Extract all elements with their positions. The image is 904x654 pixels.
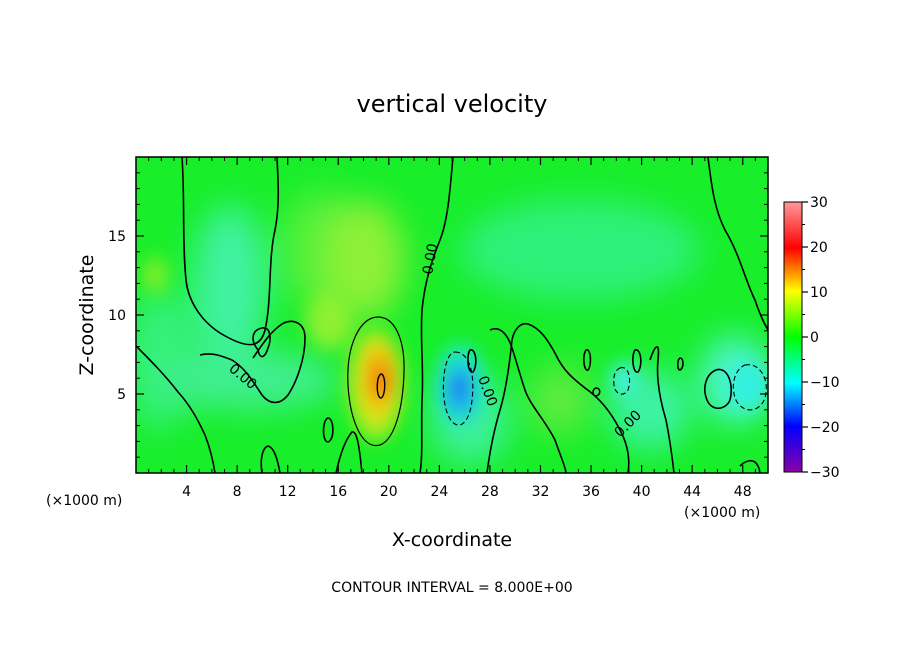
small-loop-4	[632, 349, 642, 373]
zero-contour-e	[335, 431, 363, 473]
zero-contour-c	[252, 327, 271, 358]
colorbar-tick-label: 0	[810, 330, 819, 346]
y-tick-label: 10	[108, 308, 126, 324]
negative-contours	[442, 351, 767, 426]
zero-contour-d	[419, 157, 454, 473]
small-loop-3	[467, 349, 477, 373]
x-unit-left: (×1000 m)	[46, 493, 122, 509]
downdraft-contour-3	[613, 367, 631, 395]
x-tick-label: 4	[182, 484, 191, 500]
x-tick-label: 28	[481, 484, 499, 500]
contour-label: 0.00	[420, 242, 441, 275]
y-axis: 5 10 15	[108, 172, 768, 458]
downdraft-contour-1	[442, 351, 474, 426]
small-loop-7	[592, 387, 601, 397]
y-axis-label: Z-coordinate	[76, 255, 98, 376]
colorbar-tick-label: −10	[810, 375, 840, 391]
colorbar-tick-label: 30	[810, 195, 828, 211]
zero-contour-i	[707, 157, 768, 331]
zero-contour-b	[199, 320, 306, 404]
x-tick-label: 8	[233, 484, 242, 500]
chart-title: vertical velocity	[357, 90, 548, 118]
x-tick-label: 44	[683, 484, 701, 500]
x-unit-right: (×1000 m)	[684, 505, 760, 521]
zero-contour-j	[649, 346, 675, 473]
x-tick-label: 48	[734, 484, 752, 500]
updraft-contour-inner	[376, 373, 386, 399]
contour-interval-note: CONTOUR INTERVAL = 8.000E+00	[331, 580, 572, 596]
colorbar-ticks: 30 20 10 0 −10 −20 −30	[802, 195, 840, 481]
small-loop-2	[704, 368, 732, 410]
x-tick-label: 24	[430, 484, 448, 500]
x-tick-label: 36	[582, 484, 600, 500]
colorbar: 30 20 10 0 −10 −20 −30	[783, 195, 840, 481]
colorbar-tick-label: −30	[810, 465, 840, 481]
colorbar-tick-label: 20	[810, 240, 828, 256]
zero-contour-f	[260, 445, 281, 473]
zero-contour-g	[486, 322, 630, 473]
zero-contour-h	[489, 328, 567, 473]
x-tick-label: 40	[633, 484, 651, 500]
downdraft-contour-2	[732, 364, 767, 411]
contour-lines	[136, 157, 768, 473]
colorbar-tick-label: −20	[810, 420, 840, 436]
small-loop-5	[583, 349, 592, 371]
x-tick-label: 16	[329, 484, 347, 500]
colorbar-gradient	[783, 201, 803, 473]
x-axis: 4 8 12 16 20 24 28 32 36 40 44 48	[148, 157, 756, 500]
x-tick-label: 32	[532, 484, 550, 500]
y-tick-label: 15	[108, 229, 126, 245]
x-tick-label: 20	[380, 484, 398, 500]
velocity-field	[136, 157, 768, 473]
x-axis-label: X-coordinate	[392, 529, 512, 551]
zero-contour-left	[136, 345, 216, 473]
x-tick-label: 12	[279, 484, 297, 500]
small-loop-1	[322, 417, 334, 443]
zero-contour-a	[181, 157, 280, 346]
updraft-contour-outer	[347, 316, 405, 447]
small-loop-6	[676, 357, 684, 371]
y-tick-label: 5	[117, 387, 126, 403]
colorbar-tick-label: 10	[810, 285, 828, 301]
